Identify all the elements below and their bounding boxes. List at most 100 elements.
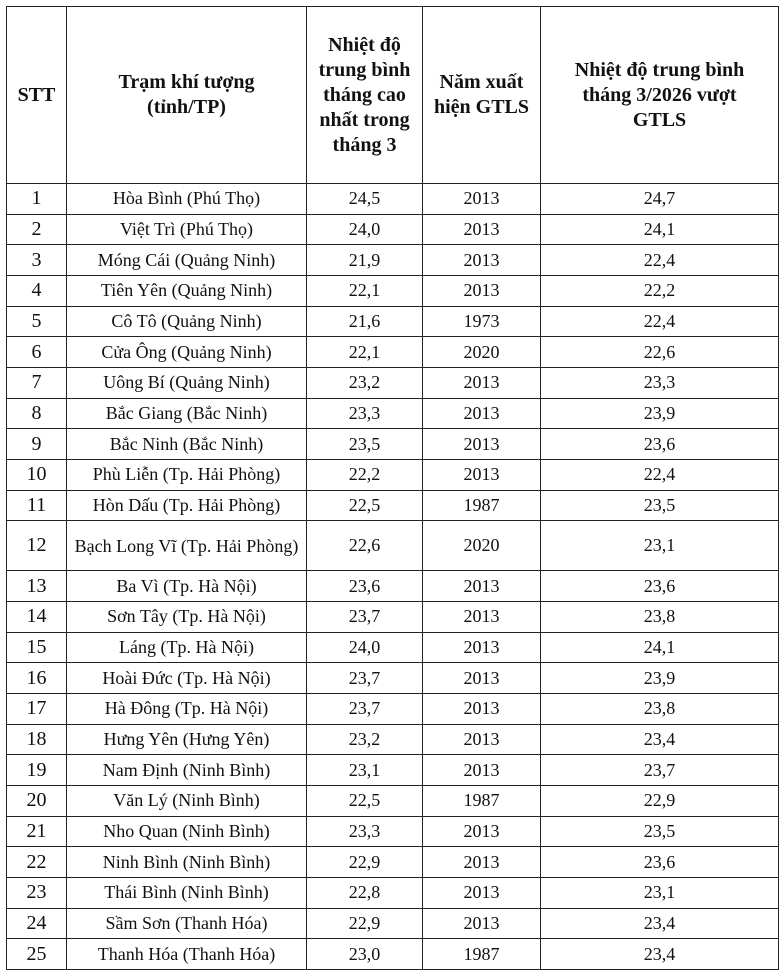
max-avg-temp-cell: 23,0 — [306, 938, 423, 970]
max-avg-temp-cell: 24,5 — [306, 183, 423, 215]
station-cell: Ninh Bình (Ninh Bình) — [66, 846, 307, 878]
station-cell: Láng (Tp. Hà Nội) — [66, 631, 307, 664]
table-row: 19 Nam Định (Ninh Bình) 23,1 2013 23,7 — [6, 754, 779, 786]
table-row: 21 Nho Quan (Ninh Bình) 23,3 2013 23,5 — [6, 815, 779, 848]
station-cell: Sơn Tây (Tp. Hà Nội) — [66, 600, 307, 633]
stt-cell: 18 — [6, 723, 67, 756]
stt-cell: 13 — [6, 570, 67, 602]
record-year-cell: 2013 — [422, 846, 541, 878]
record-year-cell: 2013 — [422, 907, 541, 940]
exceed-temp-cell: 22,2 — [540, 274, 779, 307]
stt-cell: 24 — [6, 907, 67, 940]
stt-cell: 4 — [6, 274, 67, 307]
exceed-temp-cell: 23,9 — [540, 662, 779, 694]
record-year-cell: 2013 — [422, 662, 541, 694]
station-cell: Sầm Sơn (Thanh Hóa) — [66, 907, 307, 940]
exceed-temp-cell: 24,7 — [540, 183, 779, 215]
stt-cell: 20 — [6, 784, 67, 817]
exceed-temp-cell: 23,1 — [540, 520, 779, 572]
exceed-temp-cell: 23,1 — [540, 876, 779, 909]
station-cell: Bắc Ninh (Bắc Ninh) — [66, 428, 307, 460]
exceed-temp-cell: 23,4 — [540, 907, 779, 940]
table-row: 6 Cửa Ông (Quảng Ninh) 22,1 2020 22,6 — [6, 336, 779, 368]
stt-cell: 19 — [6, 754, 67, 786]
exceed-temp-cell: 23,8 — [540, 600, 779, 633]
record-year-cell: 2013 — [422, 723, 541, 756]
stt-cell: 10 — [6, 458, 67, 491]
exceed-temp-cell: 23,5 — [540, 815, 779, 848]
max-avg-temp-cell: 22,9 — [306, 907, 423, 940]
header-station: Trạm khí tượng (tỉnh/TP) — [66, 6, 307, 184]
max-avg-temp-cell: 22,9 — [306, 846, 423, 878]
station-cell: Việt Trì (Phú Thọ) — [66, 213, 307, 246]
record-year-cell: 1987 — [422, 784, 541, 817]
max-avg-temp-cell: 21,6 — [306, 305, 423, 338]
max-avg-temp-cell: 23,2 — [306, 723, 423, 756]
record-year-cell: 2013 — [422, 692, 541, 725]
record-year-cell: 2013 — [422, 631, 541, 664]
record-year-cell: 2013 — [422, 244, 541, 276]
stt-cell: 25 — [6, 938, 67, 970]
station-cell: Phù Liễn (Tp. Hải Phòng) — [66, 458, 307, 491]
record-year-cell: 2020 — [422, 520, 541, 572]
exceed-temp-cell: 23,4 — [540, 723, 779, 756]
station-cell: Uông Bí (Quảng Ninh) — [66, 366, 307, 399]
exceed-temp-cell: 22,4 — [540, 244, 779, 276]
record-year-cell: 2013 — [422, 876, 541, 909]
header-record-year: Năm xuất hiện GTLS — [422, 6, 541, 184]
station-cell: Cửa Ông (Quảng Ninh) — [66, 336, 307, 368]
station-cell: Nam Định (Ninh Bình) — [66, 754, 307, 786]
station-cell: Cô Tô (Quảng Ninh) — [66, 305, 307, 338]
stt-cell: 5 — [6, 305, 67, 338]
stt-cell: 2 — [6, 213, 67, 246]
stt-cell: 11 — [6, 489, 67, 522]
exceed-temp-cell: 23,6 — [540, 428, 779, 460]
record-year-cell: 1987 — [422, 938, 541, 970]
max-avg-temp-cell: 22,8 — [306, 876, 423, 909]
stt-cell: 8 — [6, 397, 67, 430]
exceed-temp-cell: 22,6 — [540, 336, 779, 368]
record-year-cell: 1987 — [422, 489, 541, 522]
stt-cell: 6 — [6, 336, 67, 368]
max-avg-temp-cell: 23,7 — [306, 600, 423, 633]
table-row: 23 Thái Bình (Ninh Bình) 22,8 2013 23,1 — [6, 876, 779, 909]
record-year-cell: 1973 — [422, 305, 541, 338]
record-year-cell: 2013 — [422, 397, 541, 430]
max-avg-temp-cell: 23,2 — [306, 366, 423, 399]
table-row: 25 Thanh Hóa (Thanh Hóa) 23,0 1987 23,4 — [6, 938, 779, 970]
table-row: 24 Sầm Sơn (Thanh Hóa) 22,9 2013 23,4 — [6, 907, 779, 940]
record-year-cell: 2013 — [422, 815, 541, 848]
table-row: 11 Hòn Dấu (Tp. Hải Phòng) 22,5 1987 23,5 — [6, 489, 779, 522]
table-row: 9 Bắc Ninh (Bắc Ninh) 23,5 2013 23,6 — [6, 428, 779, 460]
max-avg-temp-cell: 23,3 — [306, 815, 423, 848]
max-avg-temp-cell: 23,7 — [306, 662, 423, 694]
table-row: 12 Bạch Long Vĩ (Tp. Hải Phòng) 22,6 2020 23… — [6, 520, 779, 572]
table-row: 18 Hưng Yên (Hưng Yên) 23,2 2013 23,4 — [6, 723, 779, 756]
max-avg-temp-cell: 22,1 — [306, 274, 423, 307]
station-cell: Hưng Yên (Hưng Yên) — [66, 723, 307, 756]
record-year-cell: 2020 — [422, 336, 541, 368]
station-cell: Nho Quan (Ninh Bình) — [66, 815, 307, 848]
exceed-temp-cell: 24,1 — [540, 213, 779, 246]
stt-cell: 9 — [6, 428, 67, 460]
station-cell: Hà Đông (Tp. Hà Nội) — [66, 692, 307, 725]
header-max-avg-temp: Nhiệt độ trung bình tháng cao nhất trong… — [306, 6, 423, 184]
stt-cell: 7 — [6, 366, 67, 399]
table-row: 2 Việt Trì (Phú Thọ) 24,0 2013 24,1 — [6, 213, 779, 246]
table-row: 8 Bắc Giang (Bắc Ninh) 23,3 2013 23,9 — [6, 397, 779, 430]
record-year-cell: 2013 — [422, 600, 541, 633]
table-row: 22 Ninh Bình (Ninh Bình) 22,9 2013 23,6 — [6, 846, 779, 878]
record-year-cell: 2013 — [422, 754, 541, 786]
table-row: 7 Uông Bí (Quảng Ninh) 23,2 2013 23,3 — [6, 366, 779, 399]
stt-cell: 17 — [6, 692, 67, 725]
stt-cell: 12 — [6, 520, 67, 572]
max-avg-temp-cell: 22,5 — [306, 784, 423, 817]
max-avg-temp-cell: 23,5 — [306, 428, 423, 460]
table-row: 10 Phù Liễn (Tp. Hải Phòng) 22,2 2013 22,4 — [6, 458, 779, 491]
station-cell: Văn Lý (Ninh Bình) — [66, 784, 307, 817]
exceed-temp-cell: 22,4 — [540, 305, 779, 338]
record-year-cell: 2013 — [422, 366, 541, 399]
table-row: 16 Hoài Đức (Tp. Hà Nội) 23,7 2013 23,9 — [6, 662, 779, 694]
header-stt: STT — [6, 6, 67, 184]
temperature-record-table: STT Trạm khí tượng (tỉnh/TP) Nhiệt độ tr… — [6, 6, 779, 970]
